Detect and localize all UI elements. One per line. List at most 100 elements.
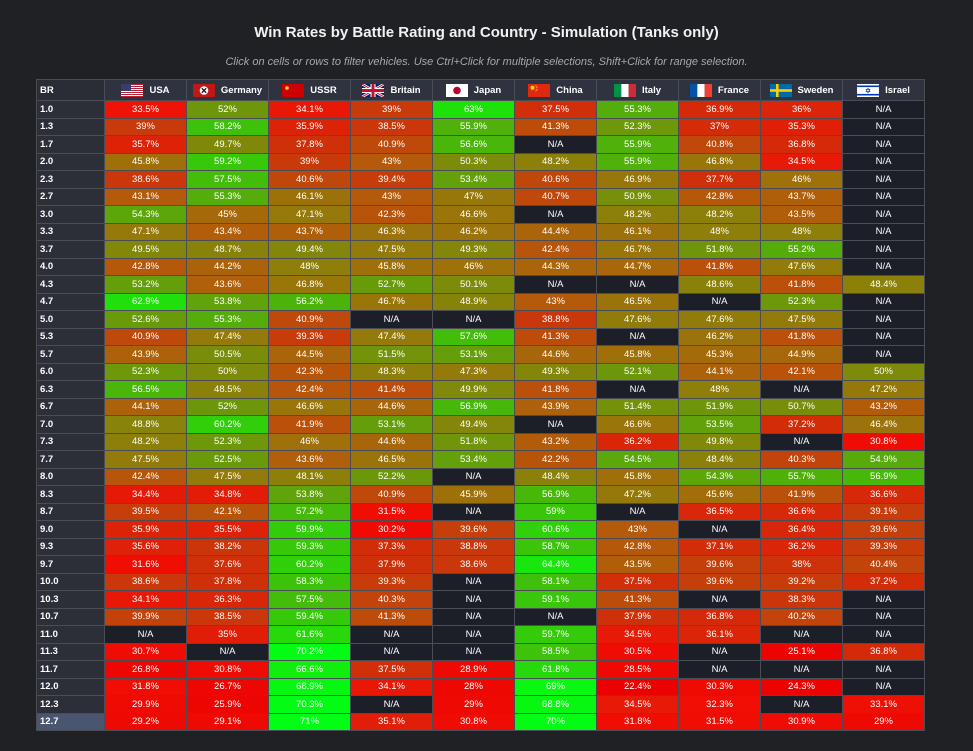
table-row[interactable]: 3.7 49.5% 48.7% 49.4% 47.5% 49.3% 42.4% 46.7% 51… — [36, 240, 925, 259]
winrate-cell[interactable]: 42.8% — [678, 187, 761, 206]
table-row[interactable]: 12.3 29.9% 25.9% 70.3% N/A 29% 68.8% 34.5% 32.3%… — [36, 695, 925, 714]
winrate-cell[interactable]: 47.4% — [186, 327, 269, 346]
country-header-usa[interactable]: USA — [104, 79, 187, 101]
br-label[interactable]: 11.3 — [36, 642, 105, 661]
winrate-cell-na[interactable]: N/A — [432, 642, 515, 661]
winrate-cell[interactable]: 48.6% — [678, 275, 761, 294]
winrate-cell[interactable]: 39.6% — [678, 555, 761, 574]
winrate-cell[interactable]: 48.2% — [514, 152, 597, 171]
winrate-cell-na[interactable]: N/A — [350, 310, 433, 329]
winrate-cell[interactable]: 44.5% — [268, 345, 351, 364]
winrate-cell[interactable]: 31.8% — [596, 712, 679, 731]
winrate-cell[interactable]: 46.6% — [268, 397, 351, 416]
country-header-britain[interactable]: Britain — [350, 79, 433, 101]
winrate-cell[interactable]: 53.4% — [432, 170, 515, 189]
br-label[interactable]: 11.0 — [36, 625, 105, 644]
winrate-cell[interactable]: 48.4% — [514, 467, 597, 486]
winrate-cell[interactable]: 40.2% — [760, 607, 843, 626]
table-row[interactable]: 10.3 34.1% 36.3% 57.5% 40.3% N/A 59.1% 41.3% N/A… — [36, 590, 925, 609]
winrate-cell[interactable]: 45.8% — [596, 345, 679, 364]
winrate-cell[interactable]: 50.1% — [432, 275, 515, 294]
table-row[interactable]: 6.3 56.5% 48.5% 42.4% 41.4% 49.9% 41.8% N/A 48% N… — [36, 380, 925, 399]
winrate-cell-na[interactable]: N/A — [432, 572, 515, 591]
winrate-cell[interactable]: 43.7% — [760, 187, 843, 206]
winrate-cell-na[interactable]: N/A — [760, 660, 843, 679]
winrate-cell-na[interactable]: N/A — [842, 135, 925, 154]
winrate-cell[interactable]: 29.1% — [186, 712, 269, 731]
winrate-cell[interactable]: 41.8% — [760, 275, 843, 294]
winrate-cell[interactable]: 47.2% — [842, 380, 925, 399]
winrate-cell[interactable]: 37.6% — [186, 555, 269, 574]
winrate-cell-na[interactable]: N/A — [350, 625, 433, 644]
table-row[interactable]: 9.7 31.6% 37.6% 60.2% 37.9% 38.6% 64.4% 43.5% 39… — [36, 555, 925, 574]
winrate-cell[interactable]: 47.5% — [186, 467, 269, 486]
winrate-cell[interactable]: 47.3% — [432, 362, 515, 381]
winrate-cell[interactable]: 59.4% — [268, 607, 351, 626]
br-label[interactable]: 4.0 — [36, 257, 105, 276]
table-row[interactable]: 9.0 35.9% 35.5% 59.9% 30.2% 39.6% 60.6% 43% N/A 3… — [36, 520, 925, 539]
winrate-cell[interactable]: 31.5% — [678, 712, 761, 731]
winrate-cell[interactable]: 47.4% — [350, 327, 433, 346]
winrate-cell[interactable]: 52.5% — [186, 450, 269, 469]
winrate-cell[interactable]: 40.3% — [350, 590, 433, 609]
winrate-cell[interactable]: 54.3% — [678, 467, 761, 486]
winrate-cell[interactable]: 41.9% — [268, 415, 351, 434]
table-row[interactable]: 12.0 31.8% 26.7% 68.9% 34.1% 28% 69% 22.4% 30.3%… — [36, 677, 925, 696]
winrate-cell[interactable]: 38.3% — [760, 590, 843, 609]
winrate-cell[interactable]: 52.3% — [104, 362, 187, 381]
winrate-cell[interactable]: 46.9% — [596, 170, 679, 189]
winrate-cell[interactable]: 46.7% — [350, 292, 433, 311]
winrate-cell[interactable]: 46.6% — [432, 205, 515, 224]
table-row[interactable]: 1.3 39% 58.2% 35.9% 38.5% 55.9% 41.3% 52.3% 37% 3… — [36, 117, 925, 136]
winrate-cell-na[interactable]: N/A — [842, 310, 925, 329]
winrate-cell[interactable]: 38% — [760, 555, 843, 574]
winrate-cell[interactable]: 48.8% — [104, 415, 187, 434]
winrate-cell[interactable]: 58.5% — [514, 642, 597, 661]
winrate-cell[interactable]: 44.1% — [678, 362, 761, 381]
winrate-cell[interactable]: 38.2% — [186, 537, 269, 556]
winrate-cell[interactable]: 48.2% — [596, 205, 679, 224]
winrate-cell-na[interactable]: N/A — [842, 170, 925, 189]
winrate-cell[interactable]: 46.1% — [268, 187, 351, 206]
winrate-cell[interactable]: 46.6% — [596, 415, 679, 434]
winrate-cell[interactable]: 30.2% — [350, 520, 433, 539]
winrate-cell-na[interactable]: N/A — [842, 327, 925, 346]
winrate-cell[interactable]: 47.6% — [596, 310, 679, 329]
winrate-cell[interactable]: 30.7% — [104, 642, 187, 661]
winrate-cell[interactable]: 57.5% — [268, 590, 351, 609]
winrate-cell[interactable]: 30.8% — [186, 660, 269, 679]
winrate-cell[interactable]: 46.1% — [596, 222, 679, 241]
country-header-israel[interactable]: Israel — [842, 79, 925, 101]
winrate-cell[interactable]: 47.5% — [104, 450, 187, 469]
winrate-cell[interactable]: 49.9% — [432, 380, 515, 399]
winrate-cell[interactable]: 42.8% — [104, 257, 187, 276]
winrate-cell[interactable]: 39.3% — [350, 572, 433, 591]
winrate-cell-na[interactable]: N/A — [760, 625, 843, 644]
br-label[interactable]: 2.3 — [36, 170, 105, 189]
country-header-germany[interactable]: Germany — [186, 79, 269, 101]
br-label[interactable]: 7.3 — [36, 432, 105, 451]
winrate-cell[interactable]: 40.6% — [268, 170, 351, 189]
winrate-cell[interactable]: 39% — [268, 152, 351, 171]
winrate-cell[interactable]: 52% — [186, 397, 269, 416]
winrate-cell-na[interactable]: N/A — [842, 152, 925, 171]
winrate-cell[interactable]: 30.8% — [432, 712, 515, 731]
winrate-cell-na[interactable]: N/A — [842, 240, 925, 259]
br-label[interactable]: 2.7 — [36, 187, 105, 206]
country-header-france[interactable]: France — [678, 79, 761, 101]
winrate-cell[interactable]: 44.4% — [514, 222, 597, 241]
winrate-cell[interactable]: 57.5% — [186, 170, 269, 189]
winrate-cell[interactable]: 38.8% — [514, 310, 597, 329]
winrate-cell-na[interactable]: N/A — [842, 187, 925, 206]
br-label[interactable]: 4.3 — [36, 275, 105, 294]
winrate-cell[interactable]: 32.3% — [678, 695, 761, 714]
winrate-cell[interactable]: 53.8% — [268, 485, 351, 504]
winrate-cell[interactable]: 35.9% — [268, 117, 351, 136]
winrate-cell[interactable]: 35.3% — [760, 117, 843, 136]
winrate-cell[interactable]: 50.7% — [760, 397, 843, 416]
table-row[interactable]: 12.7 29.2% 29.1% 71% 35.1% 30.8% 70% 31.8% 31.5%… — [36, 712, 925, 731]
winrate-cell[interactable]: 49.5% — [104, 240, 187, 259]
winrate-cell[interactable]: 29.2% — [104, 712, 187, 731]
winrate-cell[interactable]: 43% — [350, 152, 433, 171]
winrate-cell[interactable]: 52.1% — [596, 362, 679, 381]
